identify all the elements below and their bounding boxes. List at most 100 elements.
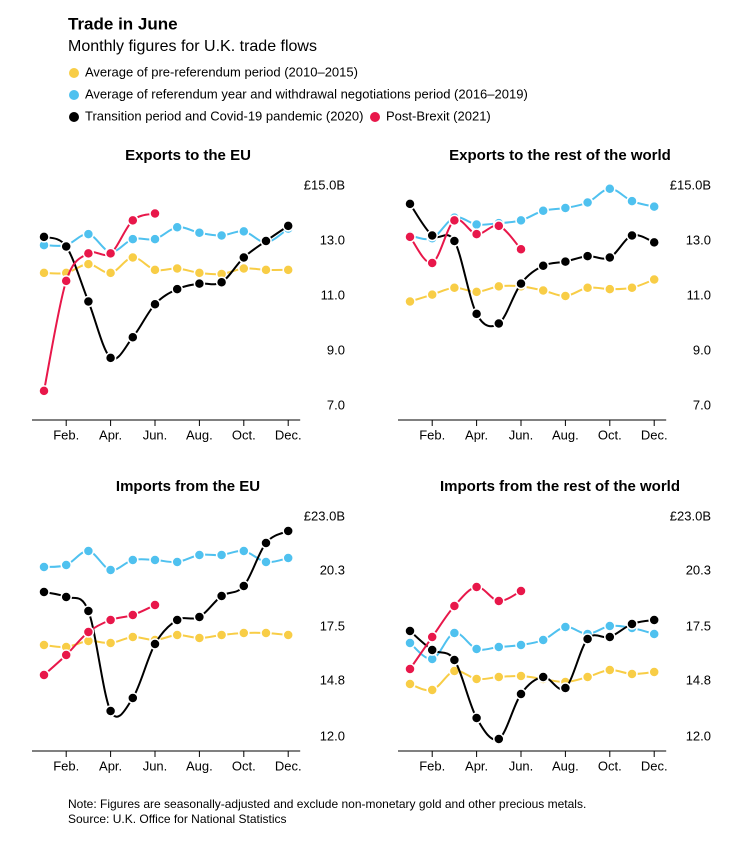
- point: [260, 235, 272, 247]
- point: [604, 251, 616, 264]
- point: [238, 251, 250, 264]
- x-tick-label: Jun.: [509, 427, 534, 442]
- point: [193, 632, 206, 644]
- point: [648, 273, 660, 286]
- point: [470, 228, 483, 240]
- point: [537, 671, 549, 683]
- point: [493, 733, 505, 745]
- point: [648, 666, 660, 678]
- point: [127, 331, 139, 343]
- point: [82, 247, 95, 260]
- point: [193, 277, 206, 290]
- point: [193, 549, 206, 561]
- point: [537, 260, 549, 272]
- point: [238, 627, 250, 639]
- y-tick-label: 20.3: [686, 562, 711, 577]
- point: [215, 590, 228, 602]
- point: [581, 196, 594, 209]
- series-line: Average of pre-referendum period (2010–2…: [43, 256, 289, 276]
- point: [581, 671, 594, 683]
- legend-label: Post-Brexit (2021): [386, 108, 491, 123]
- point: [604, 664, 616, 676]
- point: [470, 308, 483, 320]
- point: [581, 633, 594, 645]
- point: [448, 654, 461, 666]
- panel-title: Imports from the rest of the world: [440, 478, 680, 495]
- point: [82, 605, 95, 617]
- point: [648, 628, 660, 640]
- point: [38, 586, 50, 598]
- point: [515, 670, 527, 682]
- point: [404, 198, 416, 210]
- point: [260, 264, 272, 276]
- point: [515, 688, 527, 700]
- y-tick-label: 12.0: [686, 728, 711, 743]
- x-tick-label: Jun.: [143, 758, 168, 773]
- point: [260, 556, 272, 568]
- point: [282, 525, 294, 537]
- point: [626, 282, 638, 294]
- point: [515, 585, 527, 597]
- series-line: Transition period and Covid-19 pandemic …: [43, 225, 289, 361]
- point: [515, 243, 527, 255]
- y-tick-label: £15.0B: [670, 177, 711, 192]
- point: [626, 195, 638, 207]
- point: [448, 214, 461, 227]
- point: [604, 631, 616, 643]
- panel-title: Imports from the EU: [116, 478, 260, 495]
- point: [149, 207, 161, 220]
- point: [604, 620, 616, 632]
- point: [470, 712, 483, 724]
- point: [282, 264, 294, 276]
- point: [238, 545, 250, 557]
- point: [82, 545, 95, 557]
- point: [404, 625, 416, 637]
- point: [426, 684, 438, 696]
- point: [171, 614, 183, 626]
- point: [581, 282, 594, 294]
- point: [559, 202, 572, 214]
- y-tick-label: 14.8: [686, 672, 711, 687]
- point: [127, 692, 139, 704]
- series-line: Transition period and Covid-19 pandemic …: [43, 530, 289, 718]
- point: [404, 663, 416, 675]
- point: [493, 317, 505, 330]
- legend-swatch: [69, 68, 79, 78]
- subtitle: Monthly figures for U.K. trade flows: [68, 38, 317, 55]
- x-tick-label: Apr.: [465, 758, 488, 773]
- point: [104, 637, 117, 649]
- point: [171, 221, 183, 233]
- point: [448, 282, 461, 294]
- point: [149, 264, 161, 276]
- point: [626, 668, 638, 680]
- y-tick-label: 17.5: [320, 618, 345, 633]
- point: [193, 267, 206, 279]
- point: [149, 554, 161, 566]
- point: [559, 621, 572, 633]
- point: [127, 214, 139, 227]
- y-tick-label: 20.3: [320, 562, 345, 577]
- title: Trade in June: [68, 14, 178, 33]
- x-tick-label: Apr.: [465, 427, 488, 442]
- point: [604, 183, 616, 195]
- y-tick-label: 13.0: [320, 232, 345, 247]
- y-tick-label: 17.5: [686, 618, 711, 633]
- legend-label: Transition period and Covid-19 pandemic …: [85, 108, 363, 123]
- legend-label: Average of referendum year and withdrawa…: [85, 86, 528, 101]
- source: Source: U.K. Office for National Statist…: [68, 812, 287, 826]
- point: [104, 247, 117, 260]
- point: [282, 552, 294, 564]
- point: [38, 639, 50, 651]
- x-tick-label: Dec.: [275, 427, 302, 442]
- x-tick-label: Dec.: [641, 758, 668, 773]
- point: [127, 233, 139, 245]
- point: [282, 629, 294, 641]
- point: [426, 229, 438, 242]
- point: [238, 225, 250, 238]
- point: [38, 385, 50, 397]
- point: [149, 298, 161, 310]
- panel-title: Exports to the EU: [125, 147, 251, 164]
- point: [493, 280, 505, 293]
- x-tick-label: Dec.: [641, 427, 668, 442]
